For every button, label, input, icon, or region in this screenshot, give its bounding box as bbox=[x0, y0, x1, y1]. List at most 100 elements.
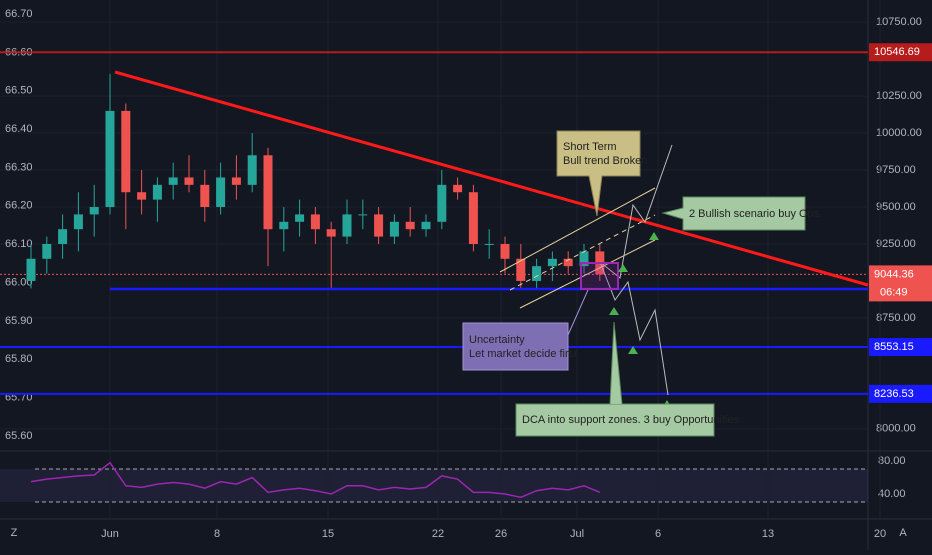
x-tick-label: 22 bbox=[432, 528, 444, 540]
trend-note bbox=[556, 130, 641, 217]
candle-body bbox=[453, 184, 463, 193]
y-tick-label: 8000.00 bbox=[876, 423, 916, 435]
candle-body bbox=[405, 221, 415, 230]
candle-body bbox=[231, 177, 241, 185]
dca-pointer bbox=[609, 321, 623, 405]
note-text: 2 Bullish scenario buy Ops. bbox=[689, 208, 822, 220]
x-tick-label: 20 bbox=[874, 528, 886, 540]
note-text: Uncertainty Let market decide first bbox=[469, 334, 577, 360]
rsi-band bbox=[0, 469, 868, 502]
candle-body bbox=[279, 221, 289, 230]
y2-tick-label: 66.50 bbox=[5, 85, 33, 97]
candle-body bbox=[247, 155, 257, 185]
rsi-line bbox=[30, 461, 601, 499]
candle-body bbox=[484, 243, 494, 245]
candle-body bbox=[500, 243, 510, 259]
price-tag-text: 9044.36 bbox=[874, 268, 914, 280]
arrow bbox=[628, 346, 638, 359]
arrow bbox=[649, 232, 659, 245]
y-tick-label: 10750.00 bbox=[876, 16, 922, 28]
x-tick-label: Jun bbox=[101, 528, 119, 540]
candle-body bbox=[342, 214, 352, 237]
candle-body bbox=[579, 251, 589, 267]
candle-body bbox=[73, 214, 83, 230]
y2-tick-label: 66.70 bbox=[5, 8, 33, 20]
note-text: DCA into support zones. 3 buy Opportunit… bbox=[522, 414, 740, 426]
y-tick-label: 8750.00 bbox=[876, 312, 916, 324]
price-tag-text: 8553.15 bbox=[874, 341, 914, 353]
y-tick-label: 9500.00 bbox=[876, 201, 916, 213]
price-pane: 10750.00 10250.00 10000.00 9750.00 9500.00 92… bbox=[0, 0, 932, 540]
y2-tick-label: 66.20 bbox=[5, 200, 33, 212]
arrow bbox=[618, 264, 628, 277]
y2-tick-label: 66.10 bbox=[5, 238, 33, 250]
y2-tick-label: 65.80 bbox=[5, 353, 33, 365]
note-text: Short Term Bull trend Broken bbox=[563, 141, 647, 167]
candle-body bbox=[437, 184, 447, 222]
candle-body bbox=[168, 177, 178, 185]
price-tag bbox=[869, 338, 932, 357]
candle-body bbox=[374, 214, 384, 237]
candle-body bbox=[310, 214, 320, 230]
candle-body bbox=[121, 110, 131, 193]
candle-body bbox=[184, 177, 194, 185]
x-tick-label: 8 bbox=[214, 528, 220, 540]
y2-tick-label: 65.90 bbox=[5, 315, 33, 327]
trend-line bbox=[114, 70, 869, 287]
price-tag bbox=[869, 43, 932, 62]
y-tick-label: 10000.00 bbox=[876, 127, 922, 139]
candle-body bbox=[105, 110, 115, 208]
candle-body bbox=[547, 258, 557, 267]
price-tag bbox=[869, 384, 932, 403]
candle-body bbox=[152, 184, 162, 200]
countdown: 06:49 bbox=[880, 286, 908, 298]
candle-body bbox=[42, 243, 52, 259]
y-tick-label: 9750.00 bbox=[876, 164, 916, 176]
y2-tick-label: 66.00 bbox=[5, 276, 33, 288]
candle-body bbox=[389, 221, 399, 237]
channel-bottom bbox=[519, 239, 656, 309]
y2-tick-label: 65.60 bbox=[5, 430, 33, 442]
candle-body bbox=[89, 207, 99, 215]
x-tick-label: 15 bbox=[322, 528, 334, 540]
y2-tick-label: 66.30 bbox=[5, 161, 33, 173]
candle-body bbox=[358, 214, 368, 216]
x-tick-label: Jul bbox=[570, 528, 584, 540]
rsi-tick-label: 40.00 bbox=[878, 488, 906, 500]
y2-tick-label: 66.40 bbox=[5, 123, 33, 135]
candle-body bbox=[532, 266, 542, 281]
y-tick-label: 9250.00 bbox=[876, 238, 916, 250]
scenario-path bbox=[599, 144, 673, 279]
corner-icon[interactable]: A bbox=[899, 527, 907, 539]
candle-body bbox=[563, 258, 573, 267]
price-tag-text: 8236.53 bbox=[874, 388, 914, 400]
candle-body bbox=[137, 192, 147, 200]
candle-body bbox=[468, 192, 478, 244]
rsi-tick-label: 80.00 bbox=[878, 455, 906, 467]
candle-body bbox=[263, 155, 273, 230]
dca-note bbox=[515, 403, 715, 437]
arrow bbox=[609, 307, 619, 320]
x-tick-label: 26 bbox=[495, 528, 507, 540]
bullish-note bbox=[661, 196, 806, 231]
corner-icon[interactable]: Z bbox=[11, 527, 18, 539]
channel-mid bbox=[509, 214, 656, 291]
candle-body bbox=[26, 258, 36, 281]
price-tag-text: 10546.69 bbox=[874, 46, 920, 58]
candle-body bbox=[295, 214, 305, 222]
y-tick-label: 10250.00 bbox=[876, 90, 922, 102]
uncertainty-box bbox=[580, 262, 619, 290]
scenario-path bbox=[599, 261, 669, 396]
candle-body bbox=[516, 258, 526, 281]
x-tick-label: 6 bbox=[655, 528, 661, 540]
candle-body bbox=[216, 177, 226, 208]
x-tick-label: 13 bbox=[762, 528, 774, 540]
candle-body bbox=[200, 184, 210, 208]
candle-body bbox=[58, 229, 68, 244]
price-tag bbox=[869, 265, 932, 302]
channel-top bbox=[499, 187, 656, 273]
uncertainty-note bbox=[462, 289, 589, 371]
candle-body bbox=[326, 229, 336, 237]
